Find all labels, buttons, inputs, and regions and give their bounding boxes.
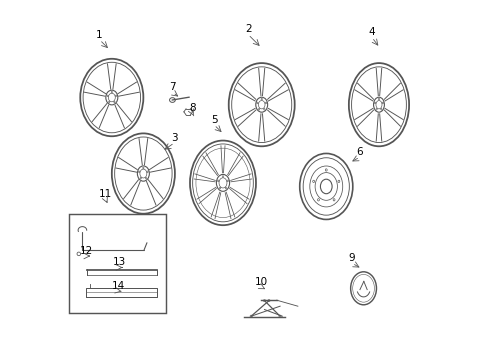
Text: 7: 7 — [169, 82, 176, 93]
Text: 6: 6 — [356, 147, 363, 157]
Bar — [69, 214, 166, 313]
Text: 4: 4 — [368, 27, 374, 37]
Text: 14: 14 — [111, 281, 124, 291]
Text: 12: 12 — [79, 246, 92, 256]
Text: 5: 5 — [210, 115, 217, 125]
Text: 10: 10 — [255, 277, 268, 287]
Text: 3: 3 — [171, 133, 178, 143]
Text: 1: 1 — [96, 30, 102, 40]
Text: 2: 2 — [244, 24, 251, 35]
Text: 8: 8 — [189, 103, 195, 113]
Text: 9: 9 — [348, 253, 355, 263]
Text: 11: 11 — [99, 189, 112, 199]
Text: 13: 13 — [113, 257, 126, 267]
